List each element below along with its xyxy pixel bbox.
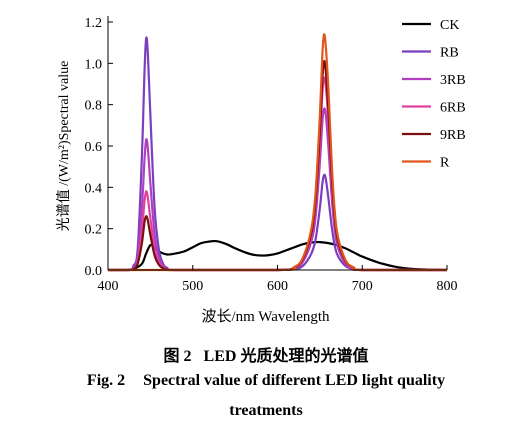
x-tick-label: 400 xyxy=(98,279,119,294)
caption-cn-label: 图 2 xyxy=(163,348,192,365)
series-line-R xyxy=(108,33,447,272)
series-line-RB xyxy=(108,36,447,272)
legend-label-RB: RB xyxy=(440,46,459,61)
series-line-6RB xyxy=(108,76,447,272)
caption-en-line2: treatments xyxy=(229,402,303,419)
y-tick-label: 1.2 xyxy=(85,16,103,31)
y-tick-label: 0.0 xyxy=(85,264,103,279)
y-tick-label: 0.8 xyxy=(85,99,103,114)
axes-layer: 0.0 0.2 0.4 0.6 0.8 1.0 1.2 400 500 600 700 800 波长/n… xyxy=(56,16,458,325)
chart-svg: 0.0 0.2 0.4 0.6 0.8 1.0 1.2 400 500 600 700 800 波长/n… xyxy=(56,16,466,325)
caption-en: Fig. 2 Spectral value of different LED li… xyxy=(0,372,532,390)
legend: CK RB 3RB 6RB 9RB R xyxy=(402,18,466,171)
legend-label-CK: CK xyxy=(440,18,459,33)
legend-label-9RB: 9RB xyxy=(440,128,466,143)
legend-label-3RB: 3RB xyxy=(440,73,466,88)
y-tick-label: 0.2 xyxy=(85,223,103,238)
caption-cn: 图 2 LED 光质处理的光谱值 xyxy=(0,342,532,366)
caption-en-label: Fig. 2 xyxy=(86,372,126,389)
y-tick-label: 1.0 xyxy=(85,57,103,72)
x-tick-label: 600 xyxy=(267,279,288,294)
x-tick-label: 500 xyxy=(182,279,203,294)
x-tick-label: 700 xyxy=(352,279,373,294)
legend-label-6RB: 6RB xyxy=(440,101,466,116)
x-tick-label: 800 xyxy=(437,279,458,294)
x-axis-label: 波长/nm Wavelength xyxy=(201,308,330,325)
legend-label-R: R xyxy=(440,156,450,171)
series-layer xyxy=(108,33,448,272)
y-tick-label: 0.4 xyxy=(85,181,103,196)
series-line-9RB xyxy=(108,59,447,272)
y-tick-label: 0.6 xyxy=(85,140,103,155)
y-axis-label: 光谱值 /(W/m²)Spectral value xyxy=(56,61,72,232)
caption-cn-text: LED 光质处理的光谱值 xyxy=(203,348,369,365)
caption-en-text: Spectral value of different LED light qu… xyxy=(143,372,446,389)
